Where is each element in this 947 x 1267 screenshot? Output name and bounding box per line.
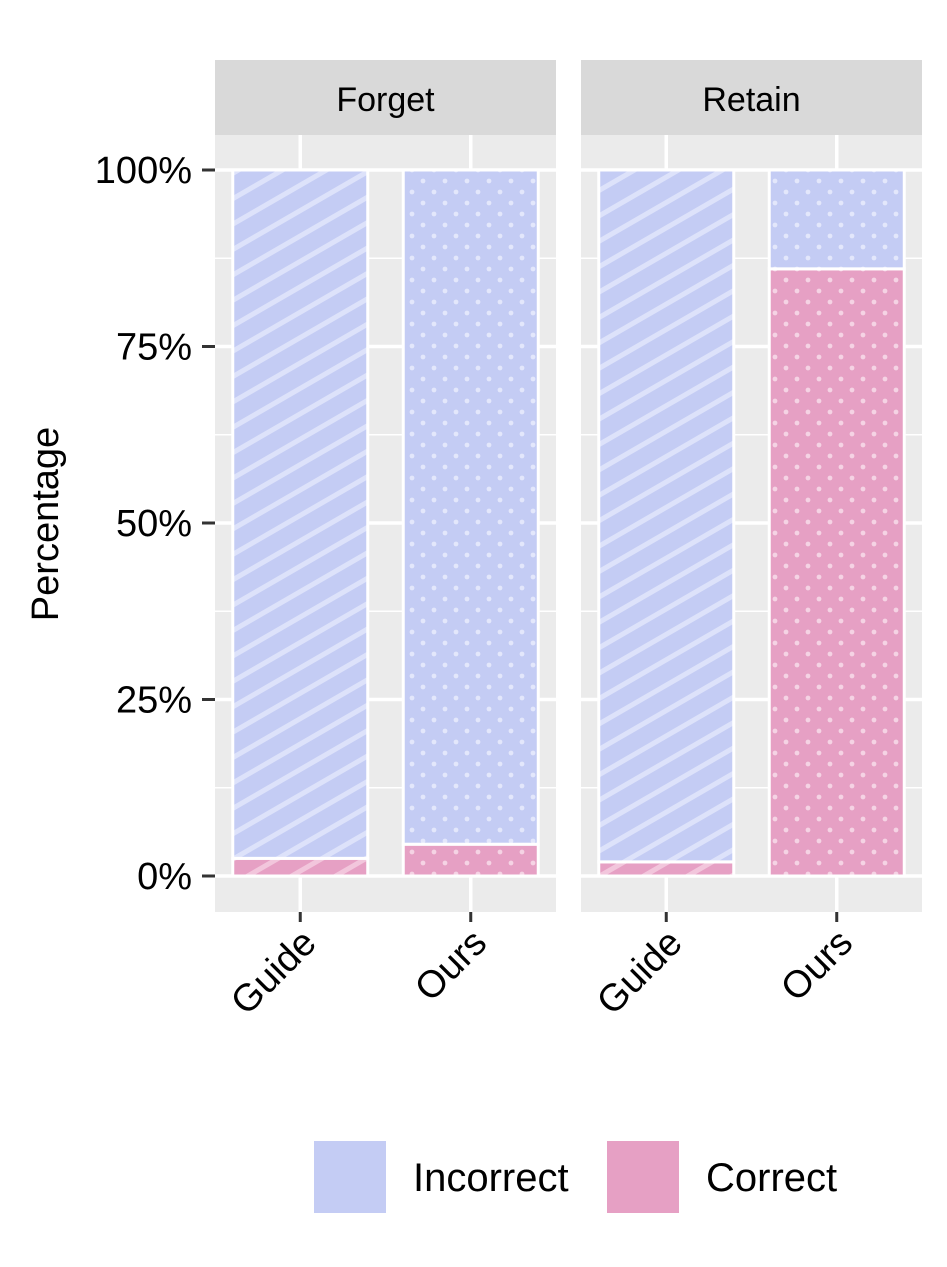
y-tick-label: 100% (95, 150, 192, 192)
facet-strip-label: Forget (336, 81, 435, 119)
x-tick-label: Ours (407, 922, 495, 1010)
bar-segment-ours-correct (401, 842, 540, 878)
x-tick-label: Ours (773, 922, 861, 1010)
y-axis-title: Percentage (25, 427, 67, 621)
facet-panel-forget: Forget Guide Ours (215, 60, 556, 1023)
y-axis: 0% 25% 50% 75% 100% (95, 150, 215, 898)
facet-panels: Forget Guide Ours Retain Guide Ours (215, 60, 922, 1023)
y-tick-label: 0% (137, 856, 192, 898)
x-tick-label: Guide (589, 922, 690, 1023)
y-tick-label: 75% (116, 327, 192, 369)
bar-segment-guide-incorrect (597, 168, 736, 864)
bar-segment-guide-correct (597, 860, 736, 878)
y-tick-label: 25% (116, 680, 192, 722)
bar-segment-ours-incorrect (401, 168, 540, 846)
bar-segment-guide-incorrect (231, 168, 370, 860)
legend-key-incorrect (314, 1141, 386, 1213)
facet-strip (215, 60, 556, 135)
bar-segment-guide-correct (231, 856, 370, 878)
y-tick-label: 50% (116, 503, 192, 545)
x-tick-label: Guide (223, 922, 324, 1023)
facet-strip-label: Retain (702, 81, 800, 119)
legend: Incorrect Correct (314, 1141, 837, 1213)
legend-label-correct: Correct (706, 1156, 837, 1200)
legend-label-incorrect: Incorrect (413, 1156, 569, 1200)
facet-panel-retain: Retain Guide Ours (581, 60, 922, 1023)
legend-key-correct (607, 1141, 679, 1213)
bar-segment-ours-correct (767, 267, 906, 878)
facet-strip (581, 60, 922, 135)
bar-segment-ours-incorrect (767, 168, 906, 271)
